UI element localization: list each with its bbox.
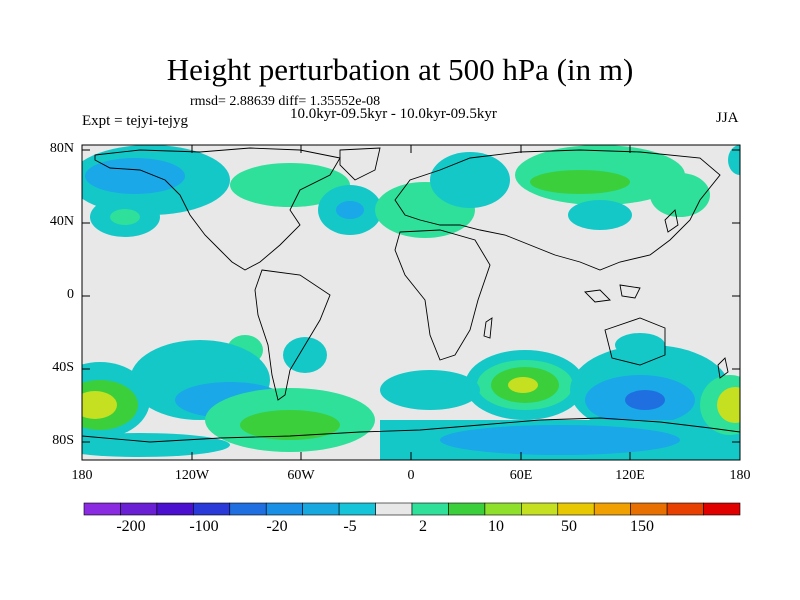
colorbar-swatch <box>703 502 741 516</box>
colorbar-label: -100 <box>189 518 219 535</box>
colorbar-swatch <box>666 502 704 516</box>
colorbar-swatch <box>83 502 121 516</box>
contour-region <box>230 163 350 207</box>
axis-ticks <box>82 145 740 460</box>
contour-region <box>82 433 230 457</box>
colorbar-swatch <box>302 502 340 516</box>
colorbar-swatch <box>229 502 267 516</box>
lon-tick-label: 120E <box>615 468 645 483</box>
contour-region <box>625 390 665 410</box>
colorbar-swatch <box>411 502 449 516</box>
colorbar-swatch <box>448 502 486 516</box>
contour-region <box>568 200 632 230</box>
colorbar-swatch <box>120 502 158 516</box>
contour-region <box>650 173 710 217</box>
lon-tick-label: 120W <box>174 468 210 483</box>
lon-tick-label: 180 <box>71 468 93 483</box>
season-label: JJA <box>716 110 739 126</box>
contour-region <box>508 377 538 393</box>
contour-region <box>430 152 510 208</box>
stats-label: rmsd= 2.88639 diff= 1.35552e-08 <box>190 94 381 109</box>
colorbar-swatch <box>156 502 194 516</box>
colorbar-label: 2 <box>419 518 427 535</box>
colorbar <box>83 502 741 516</box>
colorbar-label: -20 <box>266 518 288 535</box>
experiment-label: Expt = tejyi-tejyg <box>82 113 188 129</box>
contour-field <box>82 145 740 460</box>
colorbar-swatch <box>630 502 668 516</box>
contour-region <box>530 170 630 194</box>
colorbar-swatch <box>338 502 376 516</box>
lon-tick-label: 180 <box>729 468 751 483</box>
colorbar-swatch <box>193 502 231 516</box>
map-title: Height perturbation at 500 hPa (in m) <box>166 52 634 87</box>
coastlines <box>82 147 740 443</box>
colorbar-label: -200 <box>116 518 146 535</box>
contour-region <box>615 333 665 357</box>
colorbar-swatch <box>265 502 303 516</box>
contour-region <box>336 201 364 219</box>
lat-tick-label: 0 <box>67 287 74 302</box>
lon-tick-label: 60E <box>509 468 533 483</box>
colorbar-label: 50 <box>561 518 577 535</box>
colorbar-swatch <box>593 502 631 516</box>
lon-tick-label: 60W <box>287 468 315 483</box>
lat-tick-label: 80S <box>52 433 74 448</box>
contour-region <box>717 387 740 423</box>
lat-tick-label: 80N <box>49 141 74 156</box>
colorbar-label: 150 <box>630 518 654 535</box>
contour-region <box>110 209 140 225</box>
contour-region <box>283 337 327 373</box>
lat-tick-label: 40N <box>49 214 74 229</box>
contour-region <box>440 425 680 455</box>
colorbar-swatch <box>557 502 595 516</box>
contour-region <box>380 370 480 410</box>
lon-tick-label: 0 <box>407 468 415 483</box>
colorbar-swatch <box>521 502 559 516</box>
period-label: 10.0kyr-09.5kyr - 10.0kyr-09.5kyr <box>290 106 497 122</box>
lat-tick-label: 40S <box>52 360 74 375</box>
colorbar-label: 10 <box>488 518 504 535</box>
contour-region <box>240 410 340 440</box>
contour-region <box>82 391 117 419</box>
colorbar-swatch <box>484 502 522 516</box>
colorbar-swatch <box>375 502 413 516</box>
contour-region <box>85 158 185 194</box>
colorbar-label: -5 <box>343 518 357 535</box>
contour-region <box>728 145 740 175</box>
